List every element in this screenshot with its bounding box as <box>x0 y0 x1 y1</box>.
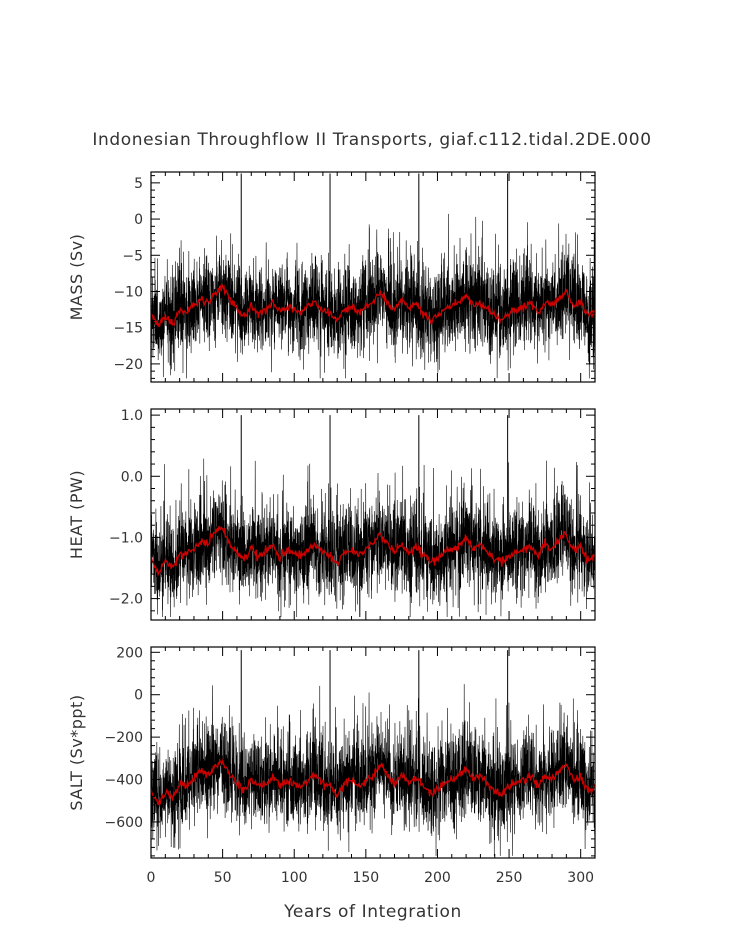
panel-heat: 1.0 0.0 −1.0 −2.0 HEAT (PW) <box>67 408 596 621</box>
y-tick-label: −15 <box>113 321 143 337</box>
salt-y-axis-label: SALT (Sv*ppt) <box>67 694 86 810</box>
annual-mean-line <box>151 282 595 328</box>
y-tick-label: −2.0 <box>109 592 143 608</box>
x-tick-label: 250 <box>496 870 523 886</box>
x-tick-label: 300 <box>567 870 594 886</box>
x-tick-label: 150 <box>352 870 379 886</box>
y-tick-label: −5 <box>122 248 143 264</box>
annual-mean-line <box>151 757 595 806</box>
y-tick-label: −10 <box>113 284 143 300</box>
plot-frame <box>150 646 596 859</box>
y-tick-label: 0.0 <box>121 469 143 485</box>
x-tick-label: 0 <box>147 870 156 886</box>
monthly-series-line <box>151 458 595 617</box>
heat-y-axis-label: HEAT (PW) <box>67 470 86 559</box>
y-tick-label: 1.0 <box>121 408 143 424</box>
monthly-series-line <box>151 684 595 856</box>
y-tick-label: −1.0 <box>109 530 143 546</box>
y-tick-label: 5 <box>134 176 143 192</box>
panel-mass: 5 0 −5 −10 −15 −20 MASS (Sv) <box>67 171 596 383</box>
mass-y-axis-label: MASS (Sv) <box>67 234 86 321</box>
panel-salt: 0 50 100 150 200 250 300 200 0 −200 −400 −600 SALT (… <box>67 645 596 886</box>
annual-mean-line <box>151 525 595 577</box>
x-tick-label: 50 <box>214 870 232 886</box>
monthly-series-line <box>151 213 595 379</box>
y-tick-label: 200 <box>116 645 143 661</box>
y-tick-label: 0 <box>134 212 143 228</box>
y-tick-label: −600 <box>105 815 143 831</box>
x-tick-label: 200 <box>424 870 451 886</box>
y-tick-label: −200 <box>105 730 143 746</box>
y-tick-label: −20 <box>113 357 143 373</box>
y-tick-label: 0 <box>134 688 143 704</box>
plot-frame <box>150 408 596 621</box>
x-tick-label: 100 <box>281 870 308 886</box>
figure-title: Indonesian Throughflow II Transports, gi… <box>92 130 651 150</box>
x-axis-label: Years of Integration <box>283 902 462 922</box>
y-tick-label: −400 <box>105 773 143 789</box>
